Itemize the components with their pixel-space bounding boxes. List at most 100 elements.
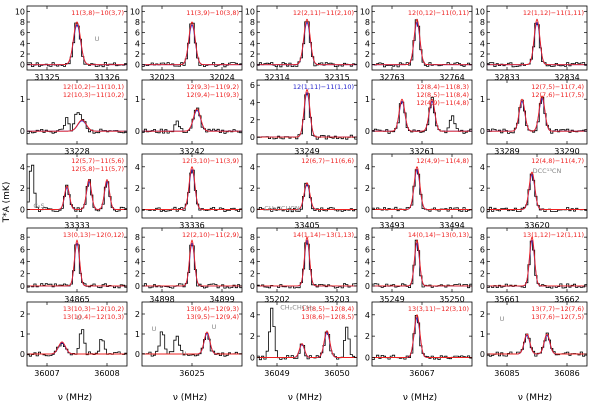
observed-spectrum xyxy=(142,107,242,134)
y-tick-label: 8 xyxy=(135,18,140,27)
x-tick-label: 36007 xyxy=(34,369,59,378)
model-total-line xyxy=(142,24,242,66)
y-tick-label: 4 xyxy=(480,258,485,267)
observed-spectrum xyxy=(142,22,242,68)
x-tick-label: 36086 xyxy=(554,369,579,378)
annotation-label: DCC¹³CN xyxy=(533,167,562,175)
x-tick-label: 36067 xyxy=(409,369,434,378)
y-tick-label: 2 xyxy=(20,270,25,279)
y-tick-label: 4 xyxy=(365,39,370,48)
y-tick-label: 2 xyxy=(480,50,485,59)
model-species-line xyxy=(372,314,472,358)
model-species-line xyxy=(487,171,587,210)
annotation-label: U xyxy=(152,325,157,333)
y-tick-label: 1 xyxy=(135,330,140,339)
y-tick-label: 4 xyxy=(20,258,25,267)
panel-frame xyxy=(371,153,473,219)
y-tick-label: 1 xyxy=(135,95,140,104)
model-species-line xyxy=(142,21,242,66)
y-tick-label: 0 xyxy=(20,61,25,70)
x-tick-label: 33242 xyxy=(179,147,204,156)
x-axis-label-col4: ν (MHz) xyxy=(403,393,437,403)
x-tick-label: 32023 xyxy=(149,73,174,82)
x-tick-label: 33249 xyxy=(294,147,319,156)
x-tick-label: 32315 xyxy=(324,73,349,82)
x-tick-label: 32763 xyxy=(379,73,404,82)
x-axis-label-col2: ν (MHz) xyxy=(173,393,207,403)
observed-spectrum xyxy=(372,315,472,360)
model-species-line xyxy=(257,330,357,358)
model-species-line xyxy=(27,21,127,66)
model-species-line xyxy=(487,18,587,66)
transition-label: 12(1,12)−11(1,11) xyxy=(523,9,584,17)
transition-label: 13(10,3)−12(10,2) xyxy=(63,305,124,313)
y-tick-label: 0 xyxy=(135,350,140,359)
x-tick-label: 32024 xyxy=(209,73,234,82)
model-species-line xyxy=(372,98,472,132)
panel-8: 0 2 4 6 33249 12(1,11)−11(1,10) xyxy=(250,79,358,156)
model-species-line xyxy=(372,239,472,287)
x-tick-label: 33493 xyxy=(379,221,404,230)
observed-spectrum xyxy=(142,331,242,357)
annotation-label: U xyxy=(500,315,505,323)
y-tick-label: 6 xyxy=(480,245,485,254)
y-tick-label: 2 xyxy=(20,184,25,193)
y-tick-label: 0 xyxy=(480,127,485,136)
y-tick-label: 2 xyxy=(135,184,140,193)
y-tick-label: 8 xyxy=(480,18,485,27)
y-tick-label: 0 xyxy=(365,353,370,362)
panel-frame xyxy=(256,227,358,293)
y-tick-label: 4 xyxy=(480,163,485,172)
transition-label: 12(5,7)−11(5,6) xyxy=(71,157,124,165)
x-tick-label: 33494 xyxy=(439,221,464,230)
y-tick-label: 0 xyxy=(20,350,25,359)
y-tick-label: 2 xyxy=(250,332,255,341)
observed-spectrum xyxy=(487,332,587,357)
panel-4: 0 2 46 8 10 32763 32764 12(0,12)−11(0,11) xyxy=(360,5,473,82)
x-tick-label: 34899 xyxy=(209,295,234,304)
y-tick-label: 6 xyxy=(20,29,25,38)
y-tick-label: 0 xyxy=(135,282,140,291)
panel-15: 0 2 4 33620 12(4,8)−11(4,7) DCC¹³CN xyxy=(480,153,588,230)
y-tick-label: 0 xyxy=(480,282,485,291)
y-tick-label: 1 xyxy=(20,330,25,339)
x-tick-label: 33261 xyxy=(409,147,434,156)
y-tick-label: 2 xyxy=(480,270,485,279)
x-tick-label: 33405 xyxy=(294,221,319,230)
model-species-line xyxy=(487,333,587,355)
model-total-line xyxy=(142,242,242,287)
y-tick-label: 2 xyxy=(20,50,25,59)
model-total-line xyxy=(257,239,357,287)
panel-23: 0 2 4 36049 36050 13(8,5)−12(8,4)13(8,6)−12(8… xyxy=(250,301,358,378)
transition-label: 13(9,4)−12(9,3) xyxy=(186,305,239,313)
transition-label: 11(3,9)−10(3,8) xyxy=(186,9,239,17)
observed-spectrum xyxy=(487,96,587,134)
model-species-line xyxy=(27,119,127,132)
x-tick-label: 35250 xyxy=(439,295,464,304)
transition-label: 13(8,6)−12(8,5) xyxy=(301,313,354,321)
model-species-line xyxy=(27,341,127,355)
x-tick-label: 34865 xyxy=(64,295,89,304)
annotation-label: U xyxy=(212,323,217,331)
transition-label: 12(10,2)−11(10,1) xyxy=(63,83,124,91)
y-tick-label: 0 xyxy=(365,127,370,136)
model-species-line xyxy=(372,166,472,210)
panel-2: 0 2 46 8 10 32023 32024 11(3,9)−10(3,8) xyxy=(130,5,243,82)
y-tick-label: 8 xyxy=(20,18,25,27)
y-tick-label: 4 xyxy=(365,258,370,267)
y-tick-label: 1 xyxy=(365,95,370,104)
panel-22: 0 1 2 36025 13(9,4)−12(9,3)13(9,5)−12(9,4) U U… xyxy=(135,301,243,378)
transition-label: 12(4,9)−11(4,8) xyxy=(416,157,469,165)
transition-label: 12(4,9)−11(4,8) xyxy=(416,99,469,107)
x-tick-label: 36008 xyxy=(94,369,119,378)
transition-label: 12(5,8)−11(5,7) xyxy=(71,165,124,173)
observed-spectrum xyxy=(487,173,587,213)
y-tick-label: 4 xyxy=(480,39,485,48)
panel-6: 0 1 33228 12(10,2)−11(10,1)12(10,3)−11(10,2… xyxy=(20,79,128,156)
panel-3: 0 2 46 8 10 32314 32315 12(2,11)−11(2,10) xyxy=(245,5,358,82)
annotation-label: U xyxy=(182,350,187,358)
panel-frame xyxy=(371,227,473,293)
y-tick-label: 8 xyxy=(365,18,370,27)
x-tick-label: 31326 xyxy=(94,73,119,82)
